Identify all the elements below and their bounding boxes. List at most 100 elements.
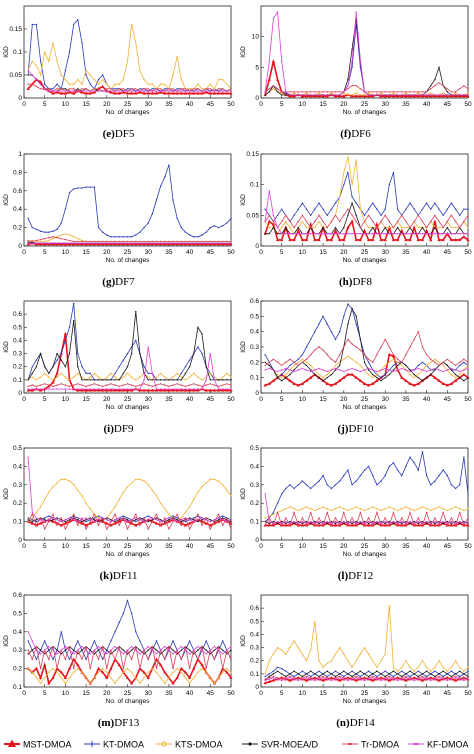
data-point [51, 519, 55, 523]
data-point [405, 675, 407, 678]
data-point [338, 378, 342, 382]
data-point [289, 233, 291, 235]
data-point [314, 524, 316, 526]
data-point [110, 640, 112, 642]
data-point [48, 658, 50, 661]
data-point [72, 91, 76, 95]
data-point [225, 91, 229, 95]
data-point [226, 667, 228, 670]
data-point [106, 234, 108, 236]
data-point [404, 378, 408, 382]
data-point [59, 670, 63, 674]
data-point [188, 366, 191, 368]
data-point [429, 238, 433, 242]
data-point [114, 388, 116, 390]
data-point [176, 242, 178, 244]
data-point [164, 242, 166, 244]
data-point [176, 667, 178, 670]
data-point [401, 226, 403, 229]
data-point [159, 90, 163, 94]
data-point [347, 469, 349, 471]
data-point [367, 369, 370, 371]
data-point [230, 379, 232, 381]
data-point [93, 519, 96, 521]
data-point [430, 361, 432, 364]
data-point [330, 373, 333, 376]
series-line-svr-moea-d [27, 311, 231, 381]
data-point [72, 653, 75, 655]
data-point [388, 677, 391, 679]
data-point [201, 88, 203, 90]
data-point [442, 670, 444, 672]
data-point [446, 474, 448, 477]
data-point [139, 242, 141, 244]
data-point [113, 388, 117, 392]
data-point [446, 520, 448, 523]
data-point [85, 528, 87, 530]
series-line-kf-dmoa [27, 457, 232, 523]
data-point [343, 677, 345, 679]
data-point [164, 517, 166, 519]
data-point [459, 484, 461, 486]
data-point [272, 511, 275, 514]
data-point [334, 677, 337, 679]
data-point [222, 649, 224, 651]
data-point [143, 517, 145, 519]
plot-area [23, 5, 232, 99]
data-point [230, 384, 232, 386]
data-point [118, 83, 120, 85]
data-point [155, 242, 158, 244]
data-point [413, 369, 415, 371]
data-point [359, 675, 362, 678]
data-point [188, 506, 191, 508]
data-point [281, 92, 283, 94]
data-point [380, 220, 382, 223]
data-point [212, 521, 217, 525]
data-point [176, 55, 178, 58]
y-tick-label: 0.3 [13, 351, 22, 358]
data-point [180, 658, 183, 661]
data-point [372, 361, 374, 364]
data-point [355, 677, 357, 679]
data-point [459, 364, 461, 367]
data-point [289, 646, 291, 649]
y-tick-label: 0.1 [13, 519, 22, 526]
data-point [392, 677, 395, 679]
data-point [351, 214, 353, 217]
data-point [201, 524, 203, 526]
data-point [172, 240, 174, 243]
series-line-svr-moea-d [27, 645, 232, 655]
data-point [318, 520, 320, 523]
data-point [135, 645, 137, 648]
data-point [384, 653, 386, 655]
x-tick-label: 5 [280, 101, 284, 108]
data-point [409, 346, 411, 348]
data-point [130, 388, 134, 392]
data-point [281, 233, 283, 235]
data-point [384, 233, 386, 235]
data-point [359, 349, 362, 351]
data-point [60, 352, 62, 355]
data-point [450, 520, 453, 523]
data-point [376, 226, 378, 229]
data-point [297, 233, 299, 235]
data-point [401, 670, 403, 672]
data-point [417, 678, 420, 680]
data-point [351, 522, 353, 525]
data-point [68, 239, 71, 242]
data-point [380, 679, 382, 682]
data-point [430, 208, 432, 210]
data-point [297, 673, 299, 675]
data-point [383, 94, 387, 98]
data-point [110, 372, 112, 374]
data-point [371, 678, 375, 682]
data-point [343, 370, 345, 373]
data-point [64, 208, 67, 210]
data-point [264, 678, 266, 680]
data-point [217, 78, 220, 81]
data-point [268, 520, 270, 523]
y-tick-label: 0.4 [13, 206, 22, 213]
data-point [64, 645, 67, 648]
x-tick-label: 25 [361, 690, 369, 697]
